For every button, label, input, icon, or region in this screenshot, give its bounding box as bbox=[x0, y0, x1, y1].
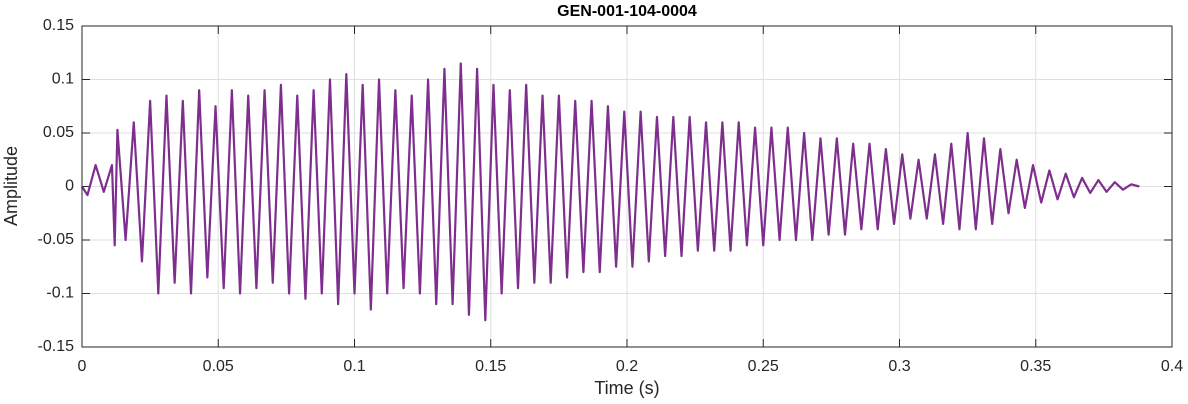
y-tick-label: 0.15 bbox=[43, 17, 74, 34]
x-tick-label: 0.25 bbox=[748, 358, 779, 375]
x-tick-label: 0.35 bbox=[1020, 358, 1051, 375]
x-tick-label: 0.15 bbox=[475, 358, 506, 375]
x-tick-label: 0.3 bbox=[888, 358, 910, 375]
y-tick-label: -0.05 bbox=[38, 231, 75, 248]
y-tick-label: -0.1 bbox=[46, 285, 74, 302]
x-axis-label: Time (s) bbox=[594, 378, 659, 398]
y-tick-label: 0.05 bbox=[43, 124, 74, 141]
y-tick-label: 0 bbox=[65, 178, 74, 195]
chart-title: GEN-001-104-0004 bbox=[557, 3, 697, 20]
waveform-line bbox=[81, 62, 1140, 322]
plot-area bbox=[81, 62, 1140, 322]
x-tick-label: 0.05 bbox=[203, 358, 234, 375]
x-tick-label: 0.4 bbox=[1161, 358, 1183, 375]
axes-box bbox=[81, 25, 1173, 348]
x-tick-label: 0.2 bbox=[616, 358, 638, 375]
x-tick-label: 0.1 bbox=[343, 358, 365, 375]
y-tick-label: 0.1 bbox=[52, 71, 74, 88]
y-axis-label: Amplitude bbox=[1, 146, 21, 226]
x-tick-label: 0 bbox=[78, 358, 87, 375]
y-tick-label: -0.15 bbox=[38, 338, 75, 355]
